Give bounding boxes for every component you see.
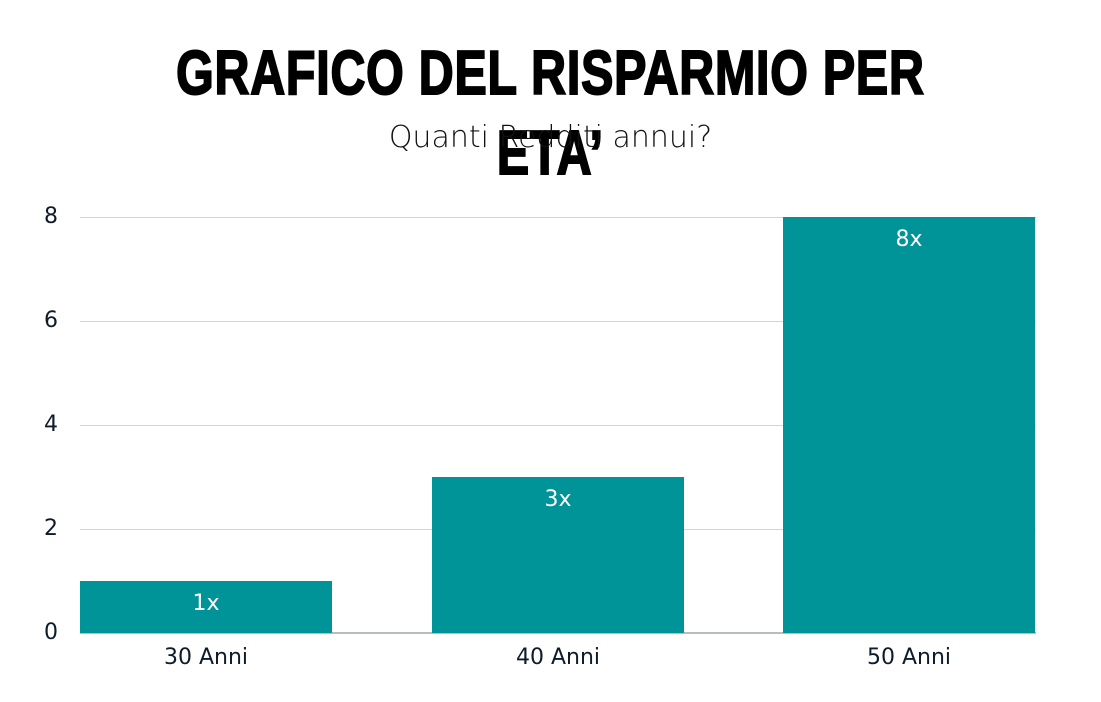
bar-value-label: 1x xyxy=(192,591,220,616)
x-axis-line xyxy=(80,632,1036,634)
y-tick-0: 0 xyxy=(44,620,58,645)
bar-value-label: 8x xyxy=(895,227,923,252)
y-tick-2: 2 xyxy=(44,516,58,541)
bar-30-anni: 1x xyxy=(80,581,332,633)
page-subtitle: Quanti Redditi annui? xyxy=(388,120,713,155)
x-tick-50-anni: 50 Anni xyxy=(866,645,952,670)
page-title: GRAFICO DEL RISPARMIO PER ETA’ xyxy=(175,38,925,189)
gridline-8 xyxy=(80,217,1036,218)
x-tick-30-anni: 30 Anni xyxy=(163,645,249,670)
x-tick-40-anni: 40 Anni xyxy=(515,645,601,670)
y-tick-6: 6 xyxy=(44,308,58,333)
y-tick-8: 8 xyxy=(44,204,58,229)
gridline-4 xyxy=(80,425,1036,426)
bar-40-anni: 3x xyxy=(432,477,684,633)
bar-50-anni: 8x xyxy=(783,217,1035,633)
bar-value-label: 3x xyxy=(544,487,572,512)
gridline-6 xyxy=(80,321,1036,322)
y-tick-4: 4 xyxy=(44,412,58,437)
